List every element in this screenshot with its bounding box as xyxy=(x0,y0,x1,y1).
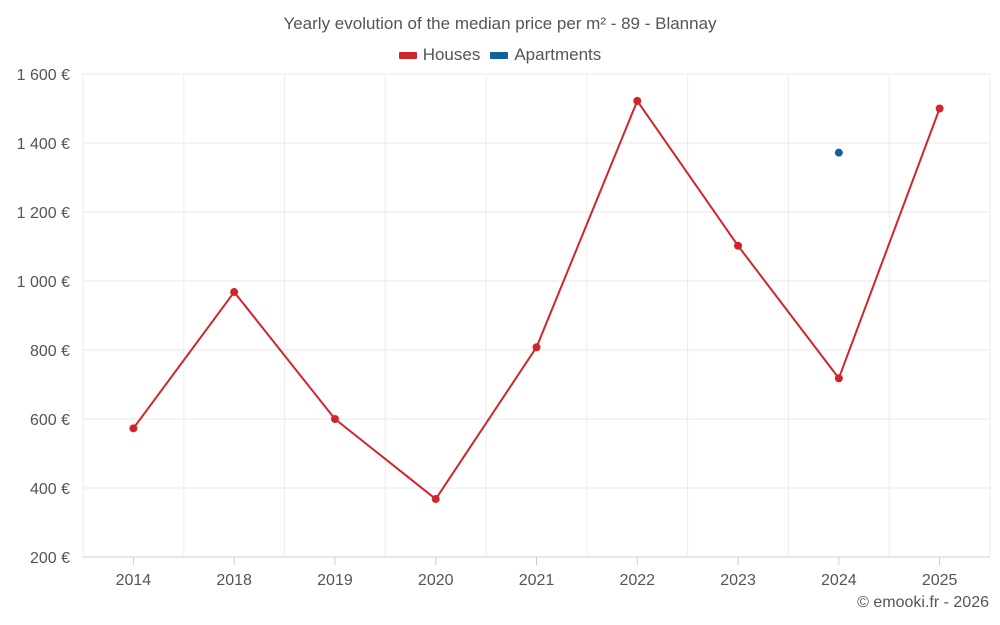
legend-label-houses: Houses xyxy=(422,45,481,64)
data-point-houses[interactable] xyxy=(834,374,843,383)
legend-item-houses[interactable]: Houses xyxy=(398,45,481,65)
x-tick-label: 2023 xyxy=(720,572,756,589)
series-line-houses xyxy=(132,99,941,501)
legend-item-apartments[interactable]: Apartments xyxy=(490,45,601,65)
data-point-houses[interactable] xyxy=(129,424,138,433)
x-tick-label: 2022 xyxy=(619,572,655,589)
x-axis: 2014 2018 2019 2020 2021 2022 2023 2024 2025 xyxy=(116,557,958,589)
data-point-houses[interactable] xyxy=(431,495,440,504)
y-tick-label: 200 € xyxy=(30,550,70,567)
y-tick-label: 800 € xyxy=(30,343,70,360)
data-point-houses[interactable] xyxy=(230,288,239,297)
data-point-houses[interactable] xyxy=(633,96,642,105)
y-tick-label: 1 400 € xyxy=(17,136,70,153)
data-point-houses[interactable] xyxy=(734,241,743,250)
data-point-houses[interactable] xyxy=(532,343,541,352)
credit: © emooki.fr - 2026 xyxy=(857,594,989,611)
x-tick-label: 2024 xyxy=(821,572,857,589)
data-point-apartments[interactable] xyxy=(834,148,843,157)
legend: Houses Apartments xyxy=(0,45,1000,65)
legend-swatch-houses xyxy=(398,51,417,59)
x-tick-label: 2020 xyxy=(418,572,454,589)
x-tick-label: 2021 xyxy=(519,572,555,589)
data-point-houses[interactable] xyxy=(935,104,944,113)
grid xyxy=(82,73,991,558)
x-tick-label: 2019 xyxy=(317,572,353,589)
chart-title: Yearly evolution of the median price per… xyxy=(283,14,717,33)
legend-swatch-apartments xyxy=(490,51,509,59)
series-layer xyxy=(129,96,944,504)
legend-label-apartments: Apartments xyxy=(514,45,602,64)
y-tick-label: 1 200 € xyxy=(17,205,70,222)
y-tick-label: 1 600 € xyxy=(17,67,70,84)
y-tick-label: 400 € xyxy=(30,481,70,498)
x-tick-label: 2014 xyxy=(116,572,152,589)
y-tick-label: 1 000 € xyxy=(17,274,70,291)
x-tick-label: 2018 xyxy=(216,572,252,589)
y-tick-label: 600 € xyxy=(30,412,70,429)
y-axis: 200 € 400 € 600 € 800 € 1 000 € 1 200 € 1 400 … xyxy=(17,67,70,567)
data-point-houses[interactable] xyxy=(330,415,339,423)
x-tick-label: 2025 xyxy=(922,572,958,589)
